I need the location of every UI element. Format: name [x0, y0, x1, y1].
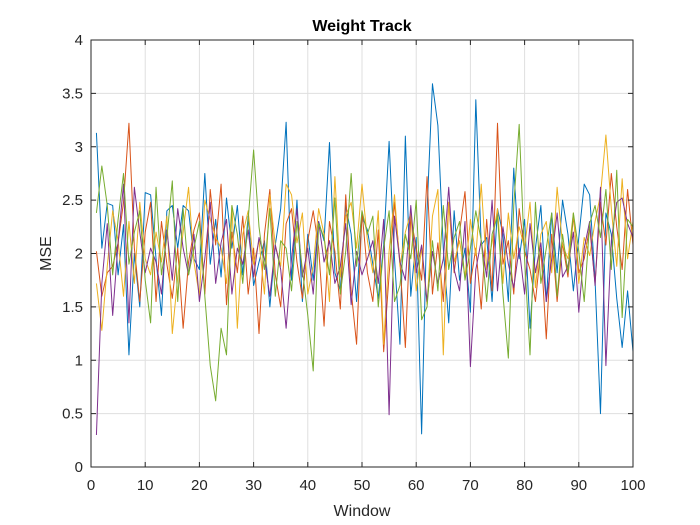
x-tick-label: 10 [137, 477, 154, 494]
x-tick-label: 100 [620, 477, 645, 494]
x-axis-ticks: 0 10 20 30 40 50 60 70 80 90 100 [87, 40, 646, 494]
x-tick-label: 80 [516, 477, 533, 494]
series-line-5 [95, 123, 634, 402]
y-tick-label: 1.5 [62, 299, 83, 316]
y-tick-label: 3 [75, 139, 83, 156]
y-tick-label: 2 [75, 246, 83, 263]
y-axis-label: MSE [38, 236, 55, 271]
y-tick-label: 0.5 [62, 406, 83, 423]
y-tick-label: 2.5 [62, 192, 83, 209]
x-tick-label: 0 [87, 477, 95, 494]
x-axis-label: Window [334, 503, 391, 520]
y-tick-label: 1 [75, 352, 83, 369]
y-tick-label: 0 [75, 459, 83, 476]
x-tick-label: 70 [462, 477, 479, 494]
y-axis-ticks: 0 0.5 1 1.5 2 2.5 3 3.5 4 [62, 32, 633, 476]
x-tick-label: 30 [245, 477, 262, 494]
y-tick-label: 3.5 [62, 85, 83, 102]
series-line-2 [95, 122, 634, 353]
x-tick-label: 20 [191, 477, 208, 494]
x-tick-label: 60 [408, 477, 425, 494]
series-line-4 [95, 183, 634, 435]
chart-title: Weight Track [312, 18, 411, 35]
x-tick-label: 50 [354, 477, 371, 494]
y-tick-label: 4 [75, 32, 83, 49]
x-tick-label: 90 [570, 477, 587, 494]
x-tick-label: 40 [299, 477, 316, 494]
series-line-3 [95, 134, 634, 356]
series-layer [95, 83, 634, 435]
